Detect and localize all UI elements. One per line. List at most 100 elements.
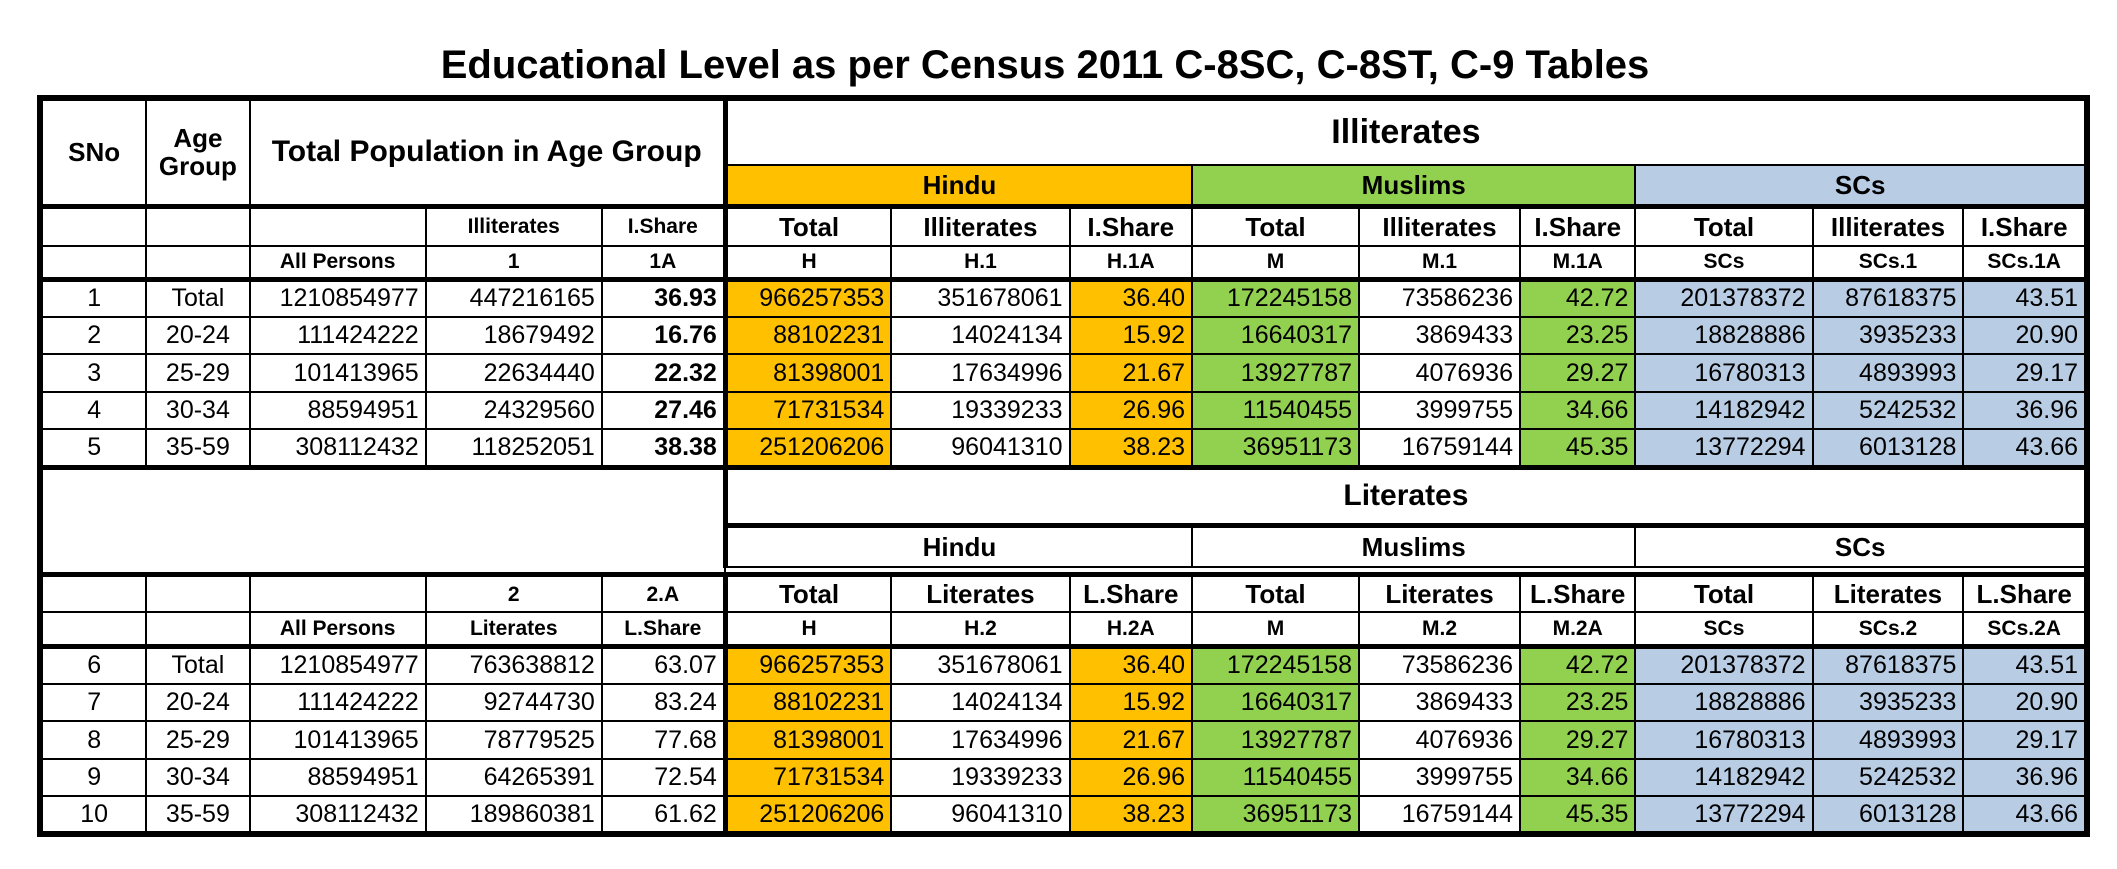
table-cell: 38.38: [600, 428, 727, 469]
table-row: 6 Total 1210854977 763638812 63.07 966257353 3…: [38, 643, 2088, 685]
table-cell: 11540455: [1190, 390, 1361, 431]
header-cell: SCs.2: [1811, 611, 1965, 648]
table-cell: 36.40: [1068, 276, 1194, 318]
header-cell: All Persons: [248, 611, 427, 648]
table-cell: 96041310: [890, 795, 1071, 835]
education-table: SNo Age Group Total Population in Age Gr…: [37, 95, 2090, 837]
table-cell: 20.90: [1962, 315, 2088, 356]
header-cell: SCs: [1634, 611, 1814, 648]
table-cell: 36951173: [1190, 795, 1361, 835]
table-cell: 15.92: [1068, 682, 1194, 723]
table-cell: 7: [38, 682, 148, 723]
table-cell: 19339233: [890, 757, 1071, 798]
table-cell: 8: [38, 720, 148, 760]
table-cell: 6013128: [1811, 795, 1965, 835]
table-cell: 101413965: [248, 353, 427, 393]
table-cell: 64265391: [424, 757, 603, 798]
table-row: 3 25-29 101413965 22634440 22.32 81398001 1763…: [38, 353, 2088, 393]
table-cell: 16.76: [600, 315, 727, 356]
table-cell: 16640317: [1190, 315, 1361, 356]
header-cell: [38, 611, 148, 648]
header-cell: H.2A: [1068, 611, 1194, 648]
table-cell: 43.51: [1962, 276, 2088, 318]
scs-group-header: SCs: [1634, 163, 2088, 208]
table-cell: 21.67: [1068, 720, 1194, 760]
blank-block: [38, 464, 727, 576]
header-cell: L.Share: [1962, 571, 2088, 614]
table-cell: 92744730: [424, 682, 603, 723]
table-cell: 111424222: [248, 315, 427, 356]
header-cell: H: [722, 244, 893, 281]
header-cell: Literates: [424, 611, 603, 648]
header-cell: M.1: [1358, 244, 1521, 281]
table-cell: 4076936: [1358, 353, 1521, 393]
table-cell: 38.23: [1068, 428, 1194, 469]
table-cell: 13927787: [1190, 353, 1361, 393]
table-cell: 87618375: [1811, 276, 1965, 318]
table-cell: 6: [38, 643, 148, 685]
page-title: Educational Level as per Census 2011 C-8…: [440, 43, 1650, 87]
table-cell: 22.32: [600, 353, 727, 393]
table-cell: 16759144: [1358, 795, 1521, 835]
table-cell: 73586236: [1358, 276, 1521, 318]
table-cell: 45.35: [1518, 428, 1637, 469]
table-cell: 77.68: [600, 720, 727, 760]
header-cell: H: [722, 611, 893, 648]
table-cell: 201378372: [1634, 276, 1814, 318]
table-cell: 72.54: [600, 757, 727, 798]
table-row: 8 25-29 101413965 78779525 77.68 81398001 1763…: [38, 720, 2088, 760]
table-cell: 351678061: [890, 643, 1071, 685]
table-cell: 36.96: [1962, 390, 2088, 431]
table-cell: 18828886: [1634, 682, 1814, 723]
table-cell: 78779525: [424, 720, 603, 760]
table-cell: 30-34: [145, 757, 251, 798]
header-cell: I.Share: [1068, 203, 1194, 247]
table-cell: 88594951: [248, 757, 427, 798]
header-cell: [38, 571, 148, 614]
table-cell: 16780313: [1634, 353, 1814, 393]
table-cell: 10: [38, 795, 148, 835]
header-cell: Illiterates: [424, 203, 603, 247]
table-cell: 251206206: [722, 428, 893, 469]
header-cell: SCs.2A: [1962, 611, 2088, 648]
header-cell: Illiterates: [1811, 203, 1965, 247]
table-cell: 35-59: [145, 428, 251, 469]
table-cell: 29.17: [1962, 720, 2088, 760]
header-cell: [145, 244, 251, 281]
table-cell: 34.66: [1518, 757, 1637, 798]
table-cell: 22634440: [424, 353, 603, 393]
age-group-header: Age Group: [145, 96, 251, 208]
table-cell: 4893993: [1811, 353, 1965, 393]
header-cell: SCs.1: [1811, 244, 1965, 281]
table-cell: 18679492: [424, 315, 603, 356]
table-cell: 17634996: [890, 353, 1071, 393]
header-cell: M.2: [1358, 611, 1521, 648]
header-cell: Literates: [890, 571, 1071, 614]
total-population-header: Total Population in Age Group: [248, 96, 727, 208]
table-cell: 87618375: [1811, 643, 1965, 685]
table-cell: 36951173: [1190, 428, 1361, 469]
table-cell: 1210854977: [248, 276, 427, 318]
header-cell: H.1A: [1068, 244, 1194, 281]
table-cell: 38.23: [1068, 795, 1194, 835]
header-cell: Total: [722, 203, 893, 247]
table-cell: 14182942: [1634, 757, 1814, 798]
table-cell: 43.66: [1962, 795, 2088, 835]
header-cell: Total: [1190, 203, 1361, 247]
table-cell: 26.96: [1068, 757, 1194, 798]
table-cell: 351678061: [890, 276, 1071, 318]
muslims-group-header: Muslims: [1190, 522, 1637, 569]
table-cell: 15.92: [1068, 315, 1194, 356]
header-cell: SCs.1A: [1962, 244, 2088, 281]
table-cell: 61.62: [600, 795, 727, 835]
muslims-group-header: Muslims: [1190, 163, 1637, 208]
header-cell: Literates: [1811, 571, 1965, 614]
table-cell: 34.66: [1518, 390, 1637, 431]
header-cell: [145, 611, 251, 648]
header-cell: SCs: [1634, 244, 1814, 281]
table-cell: 3935233: [1811, 315, 1965, 356]
table-cell: 96041310: [890, 428, 1071, 469]
table-cell: 172245158: [1190, 276, 1361, 318]
table-cell: 13927787: [1190, 720, 1361, 760]
header-cell: [145, 571, 251, 614]
